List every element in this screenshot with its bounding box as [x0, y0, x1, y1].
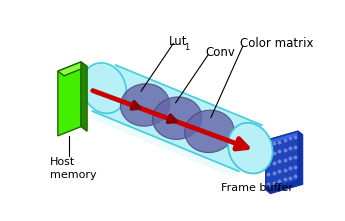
- Polygon shape: [89, 111, 239, 178]
- Polygon shape: [58, 62, 87, 76]
- Polygon shape: [298, 131, 303, 184]
- Ellipse shape: [228, 123, 273, 173]
- Polygon shape: [58, 62, 81, 136]
- Text: Frame buffer: Frame buffer: [221, 183, 293, 193]
- Text: Color matrix: Color matrix: [240, 37, 314, 50]
- Text: Conv: Conv: [206, 46, 236, 59]
- Polygon shape: [266, 131, 298, 190]
- Polygon shape: [266, 181, 303, 194]
- Polygon shape: [92, 65, 262, 171]
- Ellipse shape: [228, 123, 273, 173]
- Ellipse shape: [152, 97, 202, 139]
- Ellipse shape: [82, 63, 126, 113]
- Text: Lut: Lut: [169, 35, 187, 48]
- Text: 1: 1: [184, 44, 189, 52]
- Ellipse shape: [120, 84, 170, 126]
- Text: Host
memory: Host memory: [50, 157, 97, 180]
- Ellipse shape: [185, 110, 234, 152]
- Polygon shape: [266, 131, 303, 144]
- Polygon shape: [81, 62, 87, 131]
